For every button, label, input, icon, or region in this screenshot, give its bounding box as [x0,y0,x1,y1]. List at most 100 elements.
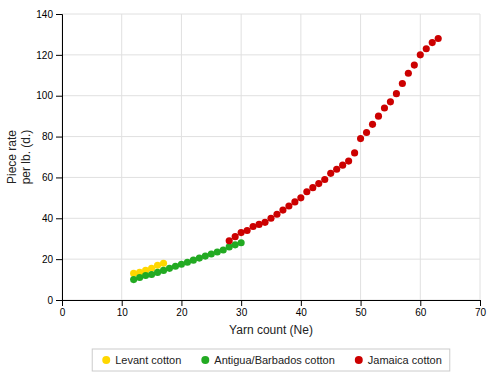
x-tick: 30 [236,300,248,318]
chart: 010203040506070020406080100120140Yarn co… [0,0,500,378]
y-tick-mark [56,259,62,260]
y-tick: 120 [36,50,62,61]
x-tick-label: 0 [60,307,66,318]
point [357,135,364,142]
x-tick-mark [241,300,242,306]
grid-line-y [62,177,480,178]
y-tick: 20 [42,254,62,265]
points [130,35,442,283]
point [435,35,442,42]
legend-item: Jamaica cotton [355,354,442,366]
point [363,129,370,136]
y-tick-mark [56,300,62,301]
y-tick-label: 60 [42,172,54,183]
y-tick: 80 [42,131,62,142]
x-tick-mark [181,300,182,306]
y-tick-mark [56,218,62,219]
x-axis-line [63,301,481,307]
x-tick-label: 50 [356,307,368,318]
grid-line-x [300,14,301,300]
point [279,207,286,214]
point [411,62,418,69]
point [232,233,239,240]
x-tick-label: 30 [236,307,248,318]
point [285,202,292,209]
x-tick-mark [480,300,481,306]
point [297,194,304,201]
point [405,70,412,77]
point [339,162,346,169]
y-tick-mark [56,96,62,97]
y-tick-label: 40 [42,213,54,224]
y-tick: 60 [42,172,62,183]
y-tick: 100 [36,90,62,101]
grid-line-y [62,259,480,260]
y-tick-label: 0 [47,295,53,306]
y-tick-mark [56,55,62,56]
y-tick-label: 140 [36,9,53,20]
y-tick-label: 20 [42,254,54,265]
x-axis: 010203040506070 [60,300,487,318]
point [315,180,322,187]
x-tick: 20 [176,300,188,318]
legend-symbol [102,356,110,364]
point [321,176,328,183]
series [226,35,442,244]
point [345,158,352,165]
y-axis: 0 20 40 60 80 100 120 140 [36,9,62,306]
y-axis-line [56,15,63,301]
legend-label: Jamaica cotton [368,354,442,366]
point [267,215,274,222]
point [393,90,400,97]
y-tick-mark [56,137,62,138]
point [261,219,268,226]
point [333,166,340,173]
point [309,184,316,191]
grid [62,14,480,300]
grid-line-x [241,14,242,300]
point [399,80,406,87]
grid-line-y [62,14,480,15]
point [351,149,358,156]
y-axis-title: Piece rateper lb. (d.) [5,130,33,185]
point [375,113,382,120]
x-tick-mark [122,300,123,306]
point [423,45,430,52]
legend-item: Antigua/Barbados cotton [201,354,334,366]
x-axis-title: Yarn count (Ne) [229,323,313,337]
y-tick-mark [56,14,62,15]
legend-symbol [201,356,209,364]
point [327,170,334,177]
x-tick-mark [420,300,421,306]
x-tick: 60 [415,300,427,318]
x-tick-mark [301,300,302,306]
grid-line-x [480,14,481,300]
point [130,270,137,277]
point [273,211,280,218]
legend-symbol [355,356,363,364]
x-tick-label: 10 [117,307,129,318]
legend-label: Antigua/Barbados cotton [214,354,334,366]
y-tick-label: 80 [42,131,54,142]
y-tick: 140 [36,9,62,20]
grid-line-x [360,14,361,300]
grid-line-x [181,14,182,300]
grid-line-y [62,136,480,137]
point [160,260,167,267]
x-tick: 10 [117,300,129,318]
point [369,121,376,128]
point [381,104,388,111]
x-tick-label: 60 [415,307,427,318]
y-tick: 0 [47,295,62,306]
point [303,188,310,195]
grid-line-x [121,14,122,300]
y-tick-mark [56,177,62,178]
point [244,227,251,234]
y-tick: 40 [42,213,62,224]
point [226,237,233,244]
point [238,239,245,246]
point [417,51,424,58]
legend-frame [92,349,450,371]
grid-line-y [62,95,480,96]
y-tick-label: 120 [36,50,53,61]
